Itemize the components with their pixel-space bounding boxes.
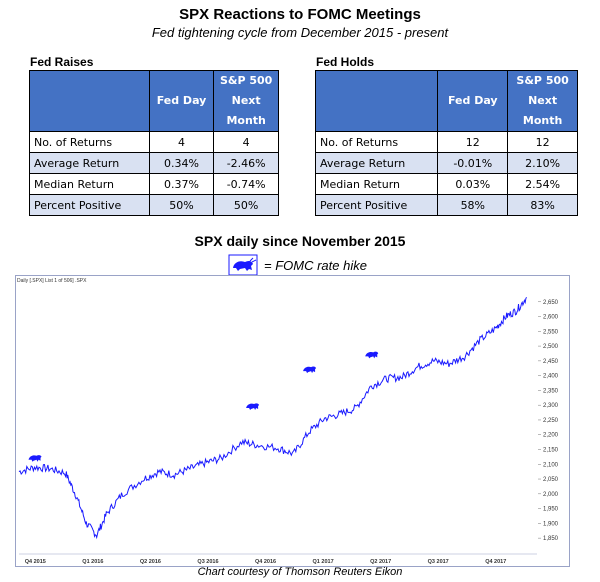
y-tick-label: 2,350: [543, 388, 559, 394]
cell-value: 0.37%: [148, 173, 215, 195]
x-tick-label: Q4 2017: [485, 559, 506, 565]
cell-value: 0.34%: [148, 152, 215, 174]
cell-value: -0.74%: [213, 173, 279, 195]
table-row: Average Return -0.01% 2.10%: [314, 152, 578, 174]
cell-value: 0.03%: [437, 173, 509, 195]
y-tick-label: 2,450: [543, 359, 559, 365]
y-tick-label: 2,000: [543, 492, 559, 498]
row-label: Percent Positive: [29, 194, 150, 216]
y-tick-label: 1,850: [543, 536, 559, 542]
chart-header-text: Daily [.SPX] List 1 of 506] .SPX: [17, 278, 87, 284]
table-row: Percent Positive 58% 83%: [314, 194, 578, 216]
y-tick-label: 2,150: [543, 448, 559, 454]
x-axis: Q4 2015 Q1 2016 Q2 2016 Q3 2016 Q4 2016 Q1 20…: [19, 553, 537, 565]
y-axis: 1,850 1,900 1,950 2,000 2,050 2,100 2,150 2,200…: [538, 300, 559, 542]
x-tick-label: Q1 2016: [82, 559, 103, 565]
page-subtitle: Fed tightening cycle from December 2015 …: [151, 25, 449, 40]
legend-label: = FOMC rate hike: [264, 257, 367, 273]
holds-header-fedday: Fed Day: [437, 70, 509, 132]
x-tick-label: Q1 2017: [313, 559, 334, 565]
table-row: No. of Returns 12 12: [314, 131, 578, 153]
raises-header-blank: [29, 70, 150, 132]
x-tick-label: Q2 2016: [140, 559, 161, 565]
row-label: Average Return: [314, 152, 439, 174]
row-label: No. of Returns: [314, 131, 439, 153]
row-label: No. of Returns: [29, 131, 150, 153]
cell-value: -0.01%: [437, 152, 509, 174]
raises-table: Fed Day S&P 500 Next Month No. of Returns …: [29, 70, 279, 216]
row-label: Median Return: [29, 173, 150, 195]
y-tick-label: 2,500: [543, 344, 559, 350]
y-tick-label: 2,600: [543, 315, 559, 321]
chart-caption: Chart courtesy of Thomson Reuters Eikon: [197, 566, 403, 578]
cell-value: 2.54%: [507, 173, 578, 195]
chart-title: SPX daily since November 2015: [194, 233, 406, 249]
holds-header-blank: [314, 70, 439, 132]
table-row: Average Return 0.34% -2.46%: [29, 152, 279, 174]
spx-line-chart: 1,850 1,900 1,950 2,000 2,050 2,100 2,150 2,200…: [18, 297, 559, 565]
table-row: Percent Positive 50% 50%: [29, 194, 279, 216]
fomc-bull-marker: [303, 366, 317, 374]
table-row: Median Return 0.37% -0.74%: [29, 173, 279, 195]
y-tick-label: 2,650: [543, 300, 559, 306]
bull-icon: [228, 254, 258, 276]
holds-header-next-month: S&P 500 Next Month: [507, 70, 578, 132]
y-tick-label: 1,950: [543, 507, 559, 513]
y-tick-label: 2,050: [543, 477, 559, 483]
cell-value: 12: [437, 131, 509, 153]
table-row: Median Return 0.03% 2.54%: [314, 173, 578, 195]
y-tick-label: 2,300: [543, 403, 559, 409]
table-row: No. of Returns 4 4: [29, 131, 279, 153]
raises-header-next-month: S&P 500 Next Month: [213, 70, 279, 132]
y-tick-label: 2,250: [543, 418, 559, 424]
y-tick-label: 1,900: [543, 521, 559, 527]
y-tick-label: 2,400: [543, 374, 559, 380]
cell-value: 12: [507, 131, 578, 153]
cell-value: 4: [213, 131, 279, 153]
cell-value: 50%: [213, 194, 279, 216]
x-tick-label: Q3 2016: [197, 559, 218, 565]
cell-value: 2.10%: [507, 152, 578, 174]
row-label: Average Return: [29, 152, 150, 174]
chart-legend: = FOMC rate hike: [228, 254, 367, 276]
holds-table: Fed Day S&P 500 Next Month No. of Returns …: [314, 70, 578, 216]
x-tick-label: Q4 2015: [25, 559, 46, 565]
cell-value: 58%: [437, 194, 509, 216]
y-tick-label: 2,200: [543, 433, 559, 439]
page-title: SPX Reactions to FOMC Meetings: [179, 6, 421, 23]
x-tick-label: Q2 2017: [370, 559, 391, 565]
x-tick-label: Q3 2017: [428, 559, 449, 565]
raises-caption: Fed Raises: [30, 55, 94, 69]
fomc-markers: [28, 351, 379, 462]
raises-header-fedday: Fed Day: [148, 70, 215, 132]
cell-value: 50%: [148, 194, 215, 216]
x-tick-label: Q4 2016: [255, 559, 276, 565]
fomc-bull-marker: [28, 455, 42, 462]
fomc-bull-marker: [246, 403, 260, 411]
fomc-bull-marker: [365, 351, 379, 359]
row-label: Percent Positive: [314, 194, 439, 216]
holds-caption: Fed Holds: [316, 55, 375, 69]
cell-value: -2.46%: [213, 152, 279, 174]
y-tick-label: 2,550: [543, 329, 559, 335]
spx-price-line: [18, 297, 528, 540]
cell-value: 4: [148, 131, 215, 153]
cell-value: 83%: [507, 194, 578, 216]
row-label: Median Return: [314, 173, 439, 195]
chart-frame: [15, 275, 570, 567]
y-tick-label: 2,100: [543, 462, 559, 468]
